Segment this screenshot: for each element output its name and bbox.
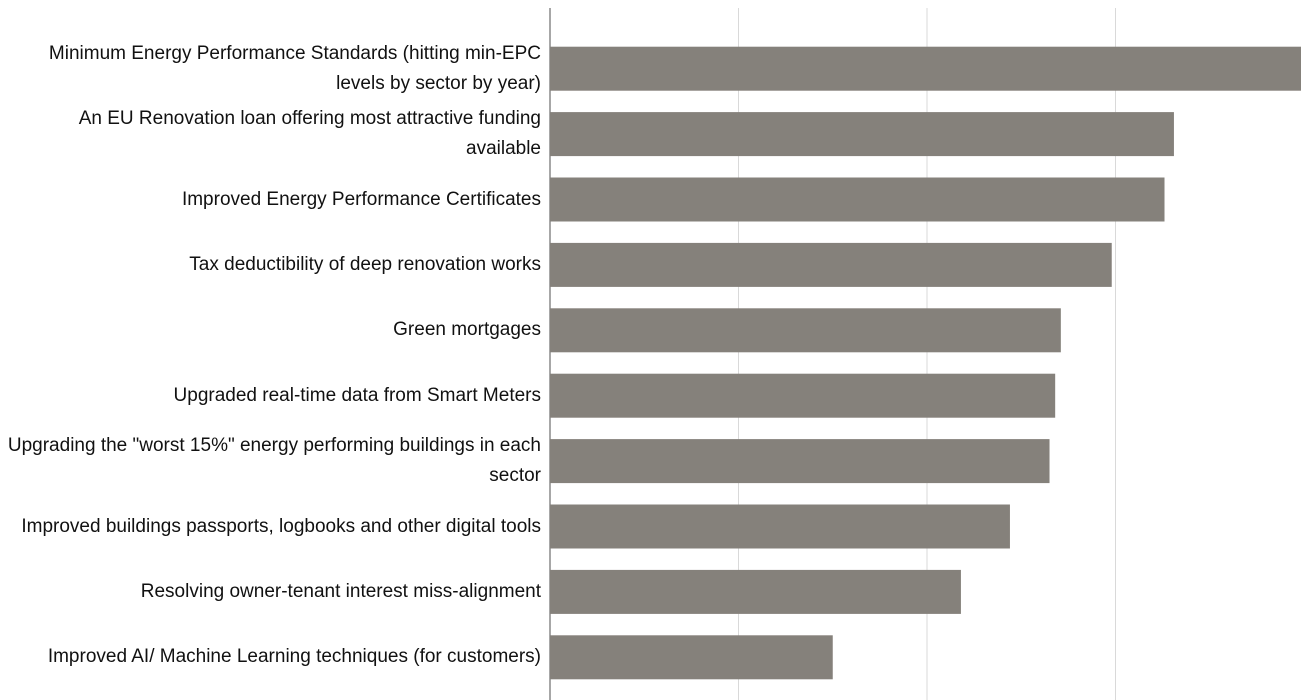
y-tick-label: Improved Energy Performance Certificates (181, 188, 541, 210)
bar (550, 112, 1174, 157)
bar (550, 177, 1165, 222)
y-tick-label: Improved buildings passports, logbooks a… (21, 515, 541, 537)
bar (550, 242, 1112, 287)
bar (550, 373, 1056, 418)
bar (550, 308, 1061, 353)
bar (550, 504, 1010, 549)
bar (550, 46, 1301, 91)
y-tick-label: Upgrading the "worst 15%" energy perform… (7, 435, 541, 487)
y-tick-label: An EU Renovation loan offering most attr… (78, 108, 541, 160)
y-tick-label: Green mortgages (393, 319, 541, 341)
bar (550, 569, 961, 614)
y-tick-label: Minimum Energy Performance Standards (hi… (48, 42, 541, 94)
y-tick-label: Resolving owner-tenant interest miss-ali… (140, 580, 541, 602)
y-tick-label: Upgraded real-time data from Smart Meter… (173, 384, 541, 406)
y-tick-label: Tax deductibility of deep renovation wor… (189, 253, 541, 275)
bar (550, 635, 833, 680)
y-tick-label: Improved AI/ Machine Learning techniques… (47, 646, 541, 668)
bar (550, 439, 1050, 484)
